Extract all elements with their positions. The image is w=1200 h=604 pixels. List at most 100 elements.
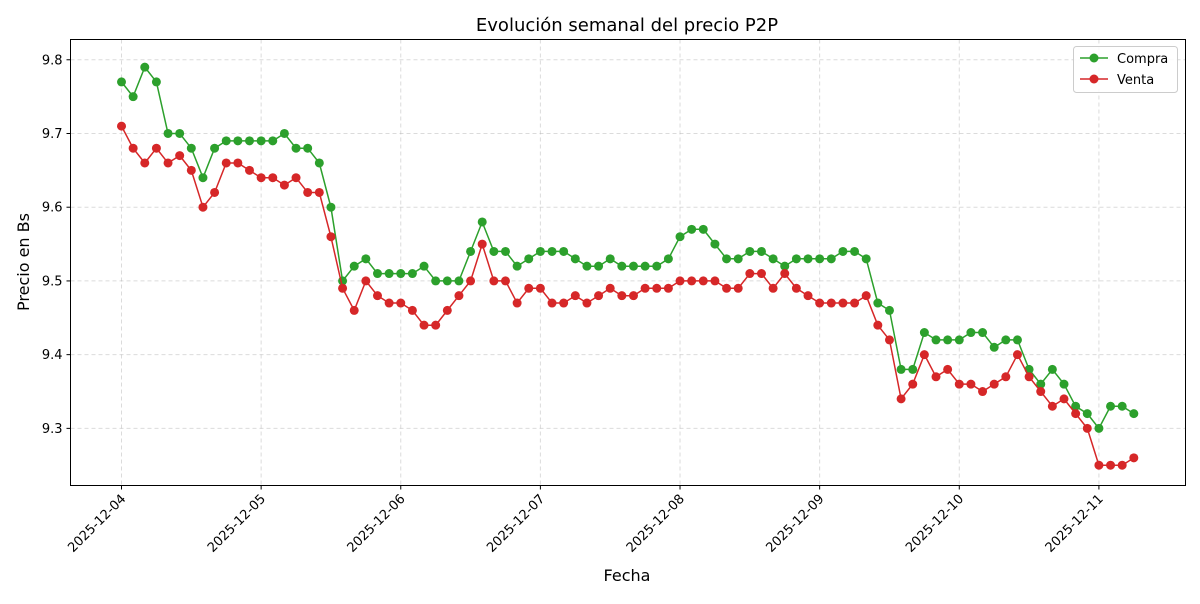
y-tick-label: 9.3 (42, 422, 63, 437)
data-point-venta (978, 387, 988, 397)
data-point-venta (722, 283, 732, 293)
data-point-venta (756, 269, 766, 279)
legend-marker-venta (1089, 74, 1099, 84)
data-point-compra (233, 136, 243, 146)
data-point-venta (442, 305, 452, 315)
data-point-venta (768, 283, 778, 293)
data-point-venta (466, 276, 476, 286)
data-point-compra (745, 246, 755, 256)
data-point-venta (989, 379, 999, 389)
data-point-compra (570, 254, 580, 264)
data-point-compra (698, 224, 708, 234)
data-point-compra (733, 254, 743, 264)
data-point-compra (547, 246, 557, 256)
x-axis-label: Fecha (604, 566, 651, 585)
data-point-compra (710, 239, 720, 249)
data-point-compra (617, 261, 627, 271)
data-point-compra (675, 232, 685, 242)
data-point-venta (268, 173, 278, 183)
data-point-venta (908, 379, 918, 389)
data-point-compra (291, 143, 301, 153)
data-point-venta (419, 320, 429, 330)
data-point-compra (361, 254, 371, 264)
data-point-venta (1024, 372, 1034, 382)
data-point-compra (1036, 379, 1046, 389)
data-point-venta (140, 158, 150, 168)
data-point-venta (966, 379, 976, 389)
data-point-venta (559, 298, 569, 308)
data-point-venta (803, 291, 813, 301)
data-point-venta (128, 143, 138, 153)
data-point-compra (221, 136, 231, 146)
data-point-venta (361, 276, 371, 286)
data-point-venta (943, 364, 953, 374)
data-point-venta (1071, 409, 1081, 419)
data-point-compra (873, 298, 883, 308)
data-point-compra (151, 77, 161, 87)
data-point-compra (1001, 335, 1011, 345)
data-point-venta (233, 158, 243, 168)
chart-title: Evolución semanal del precio P2P (476, 15, 778, 36)
data-point-venta (1047, 401, 1057, 411)
data-point-venta (652, 283, 662, 293)
data-point-compra (244, 136, 254, 146)
data-point-compra (582, 261, 592, 271)
y-axis-label: Precio en Bs (14, 213, 33, 311)
data-point-compra (663, 254, 673, 264)
data-point-compra (559, 246, 569, 256)
data-point-compra (314, 158, 324, 168)
data-point-venta (1082, 423, 1092, 433)
data-point-venta (163, 158, 173, 168)
data-point-compra (1117, 401, 1127, 411)
data-point-venta (512, 298, 522, 308)
data-point-venta (396, 298, 406, 308)
data-point-venta (617, 291, 627, 301)
data-point-venta (896, 394, 906, 404)
data-point-venta (221, 158, 231, 168)
data-point-compra (780, 261, 790, 271)
data-point-compra (768, 254, 778, 264)
data-point-venta (338, 283, 348, 293)
data-point-venta (628, 291, 638, 301)
data-point-venta (186, 165, 196, 175)
data-point-compra (908, 364, 918, 374)
data-point-compra (140, 62, 150, 72)
data-point-venta (745, 269, 755, 279)
data-point-compra (861, 254, 871, 264)
data-point-compra (1047, 364, 1057, 374)
grid (70, 39, 1186, 486)
data-point-venta (582, 298, 592, 308)
y-tick-label: 9.6 (42, 201, 63, 216)
data-point-venta (326, 232, 336, 242)
data-point-venta (954, 379, 964, 389)
data-point-compra (279, 128, 289, 138)
data-point-compra (1012, 335, 1022, 345)
data-point-venta (826, 298, 836, 308)
data-point-venta (873, 320, 883, 330)
data-point-venta (210, 187, 220, 197)
data-point-compra (1082, 409, 1092, 419)
data-point-venta (489, 276, 499, 286)
data-point-compra (826, 254, 836, 264)
data-point-compra (803, 254, 813, 264)
data-point-venta (117, 121, 127, 131)
series-compra (117, 62, 1139, 433)
data-point-compra (210, 143, 220, 153)
data-point-venta (838, 298, 848, 308)
data-point-venta (349, 305, 359, 315)
data-point-venta (815, 298, 825, 308)
data-point-compra (919, 328, 929, 338)
data-point-compra (442, 276, 452, 286)
y-tick-label: 9.4 (42, 348, 63, 363)
series-line-venta (120, 125, 1135, 466)
data-point-venta (1129, 453, 1139, 463)
data-point-compra (640, 261, 650, 271)
data-point-venta (1001, 372, 1011, 382)
data-point-venta (547, 298, 557, 308)
data-point-compra (884, 305, 894, 315)
data-point-venta (524, 283, 534, 293)
data-point-venta (791, 283, 801, 293)
data-point-venta (1094, 460, 1104, 470)
data-point-venta (733, 283, 743, 293)
data-point-venta (640, 283, 650, 293)
